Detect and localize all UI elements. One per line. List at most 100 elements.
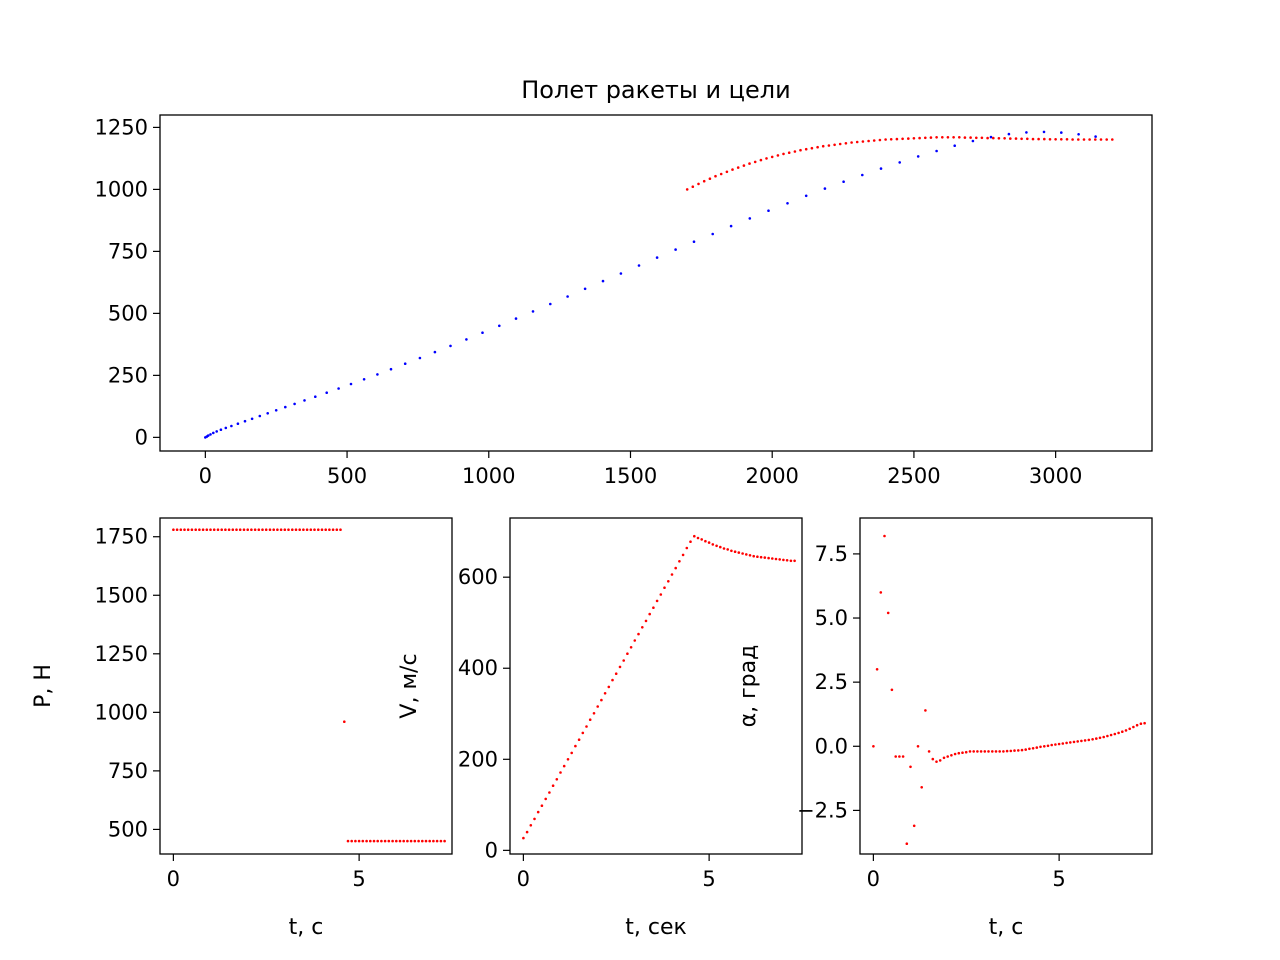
data-point <box>894 755 897 758</box>
data-point <box>912 824 916 828</box>
data-point <box>774 557 778 561</box>
data-point <box>395 839 398 843</box>
data-point <box>172 528 175 531</box>
data-point <box>343 720 346 723</box>
y-tick-label: 5.0 <box>815 606 848 630</box>
data-point <box>574 744 577 748</box>
data-point <box>250 417 254 421</box>
x-tick-label: 5 <box>702 867 715 891</box>
data-point <box>337 387 340 390</box>
data-point <box>266 412 270 415</box>
data-point <box>544 797 547 801</box>
data-point <box>562 764 566 768</box>
data-point <box>909 765 912 769</box>
y-axis-label: V, м/с <box>397 653 422 718</box>
data-point <box>655 256 659 259</box>
x-tick-label: 1000 <box>462 464 515 488</box>
data-point <box>250 528 253 531</box>
data-point <box>1099 138 1103 141</box>
data-point <box>663 586 666 589</box>
data-point <box>242 528 246 531</box>
data-point <box>879 167 883 170</box>
axes-frame <box>159 114 1153 452</box>
data-point <box>361 839 365 843</box>
data-point <box>522 836 525 840</box>
data-point <box>741 552 744 555</box>
data-point <box>403 362 407 366</box>
data-point <box>209 433 212 436</box>
data-point <box>276 528 279 531</box>
data-point <box>566 758 570 761</box>
data-point <box>1020 137 1023 141</box>
data-point <box>748 554 752 557</box>
subplot-3: 0 5 0 200 400 600 t, сек V, м/с <box>397 517 803 940</box>
data-point <box>752 554 755 558</box>
data-point <box>1072 740 1076 744</box>
x-axis-label: t, сек <box>625 915 687 940</box>
chart-title: Полет ракеты и цели <box>521 76 790 104</box>
data-point <box>428 839 432 843</box>
data-point <box>916 155 920 158</box>
data-point <box>246 528 249 531</box>
data-point <box>1061 742 1065 745</box>
y-tick-label: 750 <box>108 759 148 783</box>
data-point <box>481 331 484 335</box>
data-point <box>376 373 379 376</box>
data-point <box>614 672 618 675</box>
y-tick-label: 1500 <box>95 583 148 607</box>
data-point <box>350 839 354 843</box>
x-tick-label: 0 <box>167 867 180 891</box>
x-tick-label: 5 <box>1052 867 1065 891</box>
data-point <box>433 350 437 354</box>
data-point <box>264 528 268 531</box>
data-point <box>294 528 298 531</box>
data-point <box>953 144 956 147</box>
data-point <box>626 652 629 655</box>
data-point <box>1087 738 1091 742</box>
data-point <box>786 202 789 205</box>
data-point <box>725 170 729 174</box>
data-point <box>714 174 717 178</box>
data-point <box>596 705 599 708</box>
data-point <box>861 173 864 177</box>
data-point <box>1024 748 1027 751</box>
data-point <box>633 639 637 642</box>
data-point <box>719 545 722 549</box>
data-point <box>514 317 518 320</box>
data-point <box>994 750 998 753</box>
data-point <box>313 528 316 531</box>
data-point <box>1054 743 1057 746</box>
data-point <box>907 137 910 140</box>
data-point <box>1109 733 1113 737</box>
data-point <box>997 137 1001 140</box>
data-point <box>968 750 972 753</box>
data-point <box>339 528 342 531</box>
data-point <box>641 626 644 629</box>
data-point <box>785 559 789 562</box>
data-point <box>674 248 677 251</box>
subplot-4: 0 5 −2.5 0.0 2.5 5.0 7.5 t, с α, град <box>736 517 1153 940</box>
y-axis-label: P, Н <box>31 664 56 708</box>
data-point <box>372 839 376 843</box>
data-point <box>782 152 785 156</box>
data-point <box>533 817 536 821</box>
data-point <box>1111 138 1114 141</box>
data-point <box>895 137 899 141</box>
data-point <box>918 136 921 140</box>
data-point <box>1128 727 1131 731</box>
data-point <box>531 310 535 313</box>
data-point <box>357 839 361 843</box>
data-points <box>872 534 1146 845</box>
y-tick-label: 1250 <box>95 642 148 666</box>
data-point <box>243 419 247 423</box>
axes-frame <box>859 517 1153 855</box>
data-point <box>931 757 935 761</box>
data-point <box>540 804 544 807</box>
data-point <box>272 528 276 531</box>
data-point <box>305 528 309 531</box>
data-point <box>898 161 901 164</box>
data-point <box>253 528 257 531</box>
data-point <box>465 338 468 341</box>
data-point <box>810 146 814 150</box>
data-point <box>759 158 763 162</box>
